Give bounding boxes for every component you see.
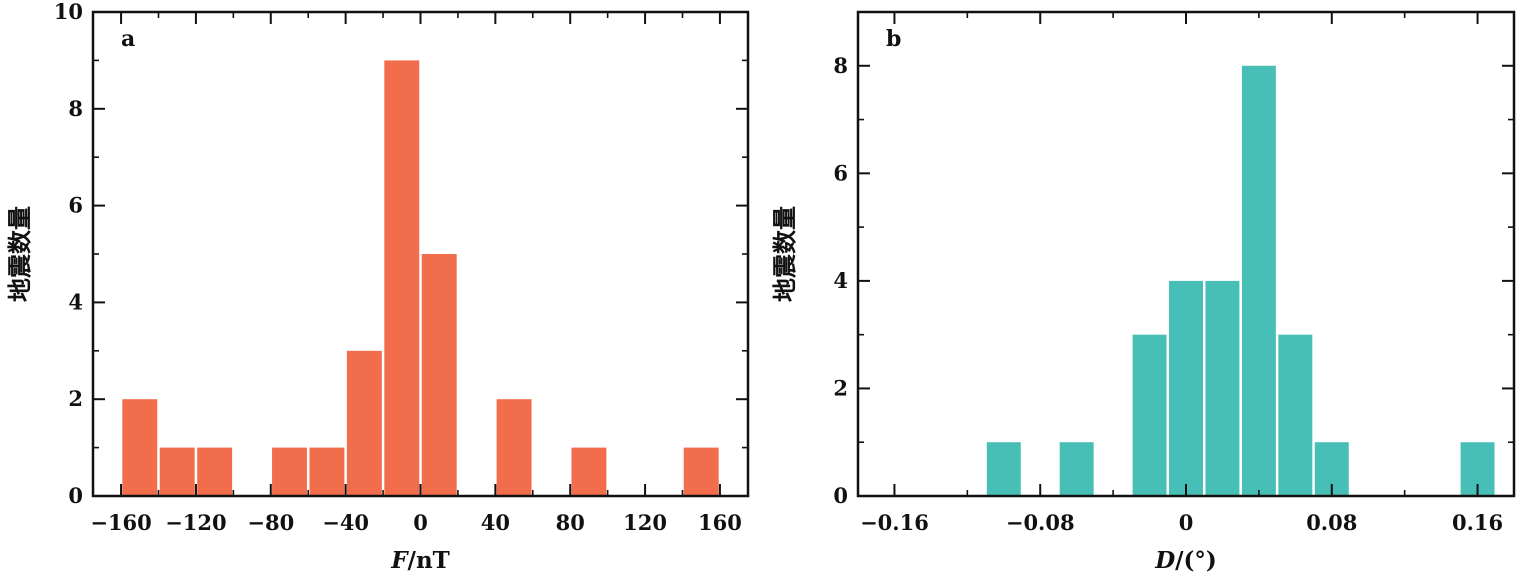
- y-tick-label-0: 0: [68, 483, 83, 508]
- bars-group: [122, 60, 719, 497]
- bars-group: [986, 65, 1495, 497]
- x-axis-symbol: D: [1154, 547, 1175, 574]
- bar-m0p02: [1132, 334, 1167, 496]
- x-tick-label-0p16: 0.16: [1452, 510, 1503, 535]
- bar-m110: [197, 447, 233, 496]
- bar-m30: [346, 350, 382, 496]
- plot-frame: [91, 10, 750, 498]
- bar-50: [496, 399, 532, 496]
- x-ticks: −0.16 −0.08 0 0.08 0.16: [860, 12, 1503, 535]
- bar-0p02: [1205, 280, 1240, 496]
- y-tick-label-8: 8: [833, 53, 848, 78]
- bar-90: [571, 447, 607, 496]
- x-tick-label-m40: −40: [322, 510, 369, 535]
- panel-b: 0 2 4 6 8 −0.16 −0.08 0 0.08 0.16 b 地震数量 D/(°): [770, 10, 1516, 574]
- bar-m150: [122, 399, 158, 496]
- y-axis-label: 地震数量: [5, 206, 34, 302]
- x-tick-label-40: 40: [481, 510, 510, 535]
- bar-m130: [159, 447, 195, 496]
- bar-10: [421, 254, 457, 496]
- bar-m10: [384, 60, 420, 497]
- plot-frame: [856, 10, 1516, 498]
- x-axis-symbol: F: [390, 547, 409, 574]
- y-tick-label-10: 10: [54, 0, 83, 24]
- y-tick-label-4: 4: [68, 289, 83, 314]
- bar-m0p1: [986, 442, 1021, 496]
- x-axis-label: D/(°): [1154, 547, 1217, 574]
- x-tick-label-m0p08: −0.08: [1006, 510, 1075, 535]
- x-tick-label-80: 80: [556, 510, 585, 535]
- x-axis-label: F/nT: [390, 547, 450, 574]
- bar-m70: [272, 447, 307, 496]
- x-tick-label-120: 120: [623, 510, 667, 535]
- x-tick-label-m120: −120: [165, 510, 226, 535]
- bar-0: [1169, 280, 1203, 496]
- bar-0p06: [1278, 334, 1313, 496]
- x-tick-label-160: 160: [698, 510, 742, 535]
- panel-label-a: a: [121, 26, 135, 52]
- y-ticks: 0 2 4 6 8 10: [54, 0, 748, 508]
- x-tick-label-0: 0: [413, 510, 428, 535]
- x-axis-unit: /nT: [408, 547, 450, 574]
- bar-0p04: [1241, 65, 1276, 497]
- x-axis-unit: /(°): [1175, 547, 1217, 574]
- panel-label-b: b: [886, 26, 901, 52]
- x-tick-label-0: 0: [1179, 510, 1194, 535]
- x-tick-label-m160: −160: [90, 510, 151, 535]
- y-tick-label-0: 0: [833, 483, 848, 508]
- y-tick-label-2: 2: [833, 375, 848, 400]
- x-tick-label-m80: −80: [247, 510, 294, 535]
- y-tick-label-8: 8: [68, 96, 83, 121]
- x-tick-label-m0p16: −0.16: [860, 510, 929, 535]
- panel-a: 0 2 4 6 8 10 −160 −120 −80 −40 0 40 80 120 160 a 地震数量…: [5, 0, 750, 574]
- y-tick-label-2: 2: [68, 386, 83, 411]
- bar-150: [683, 447, 719, 496]
- y-tick-label-6: 6: [68, 193, 83, 218]
- y-axis-label: 地震数量: [770, 206, 799, 302]
- bar-m50: [309, 447, 345, 496]
- x-tick-label-0p08: 0.08: [1306, 510, 1357, 535]
- y-tick-label-4: 4: [833, 268, 848, 293]
- y-tick-label-6: 6: [833, 160, 848, 185]
- x-ticks: −160 −120 −80 −40 0 40 80 120 160: [90, 12, 742, 535]
- bar-m0p06: [1059, 442, 1094, 496]
